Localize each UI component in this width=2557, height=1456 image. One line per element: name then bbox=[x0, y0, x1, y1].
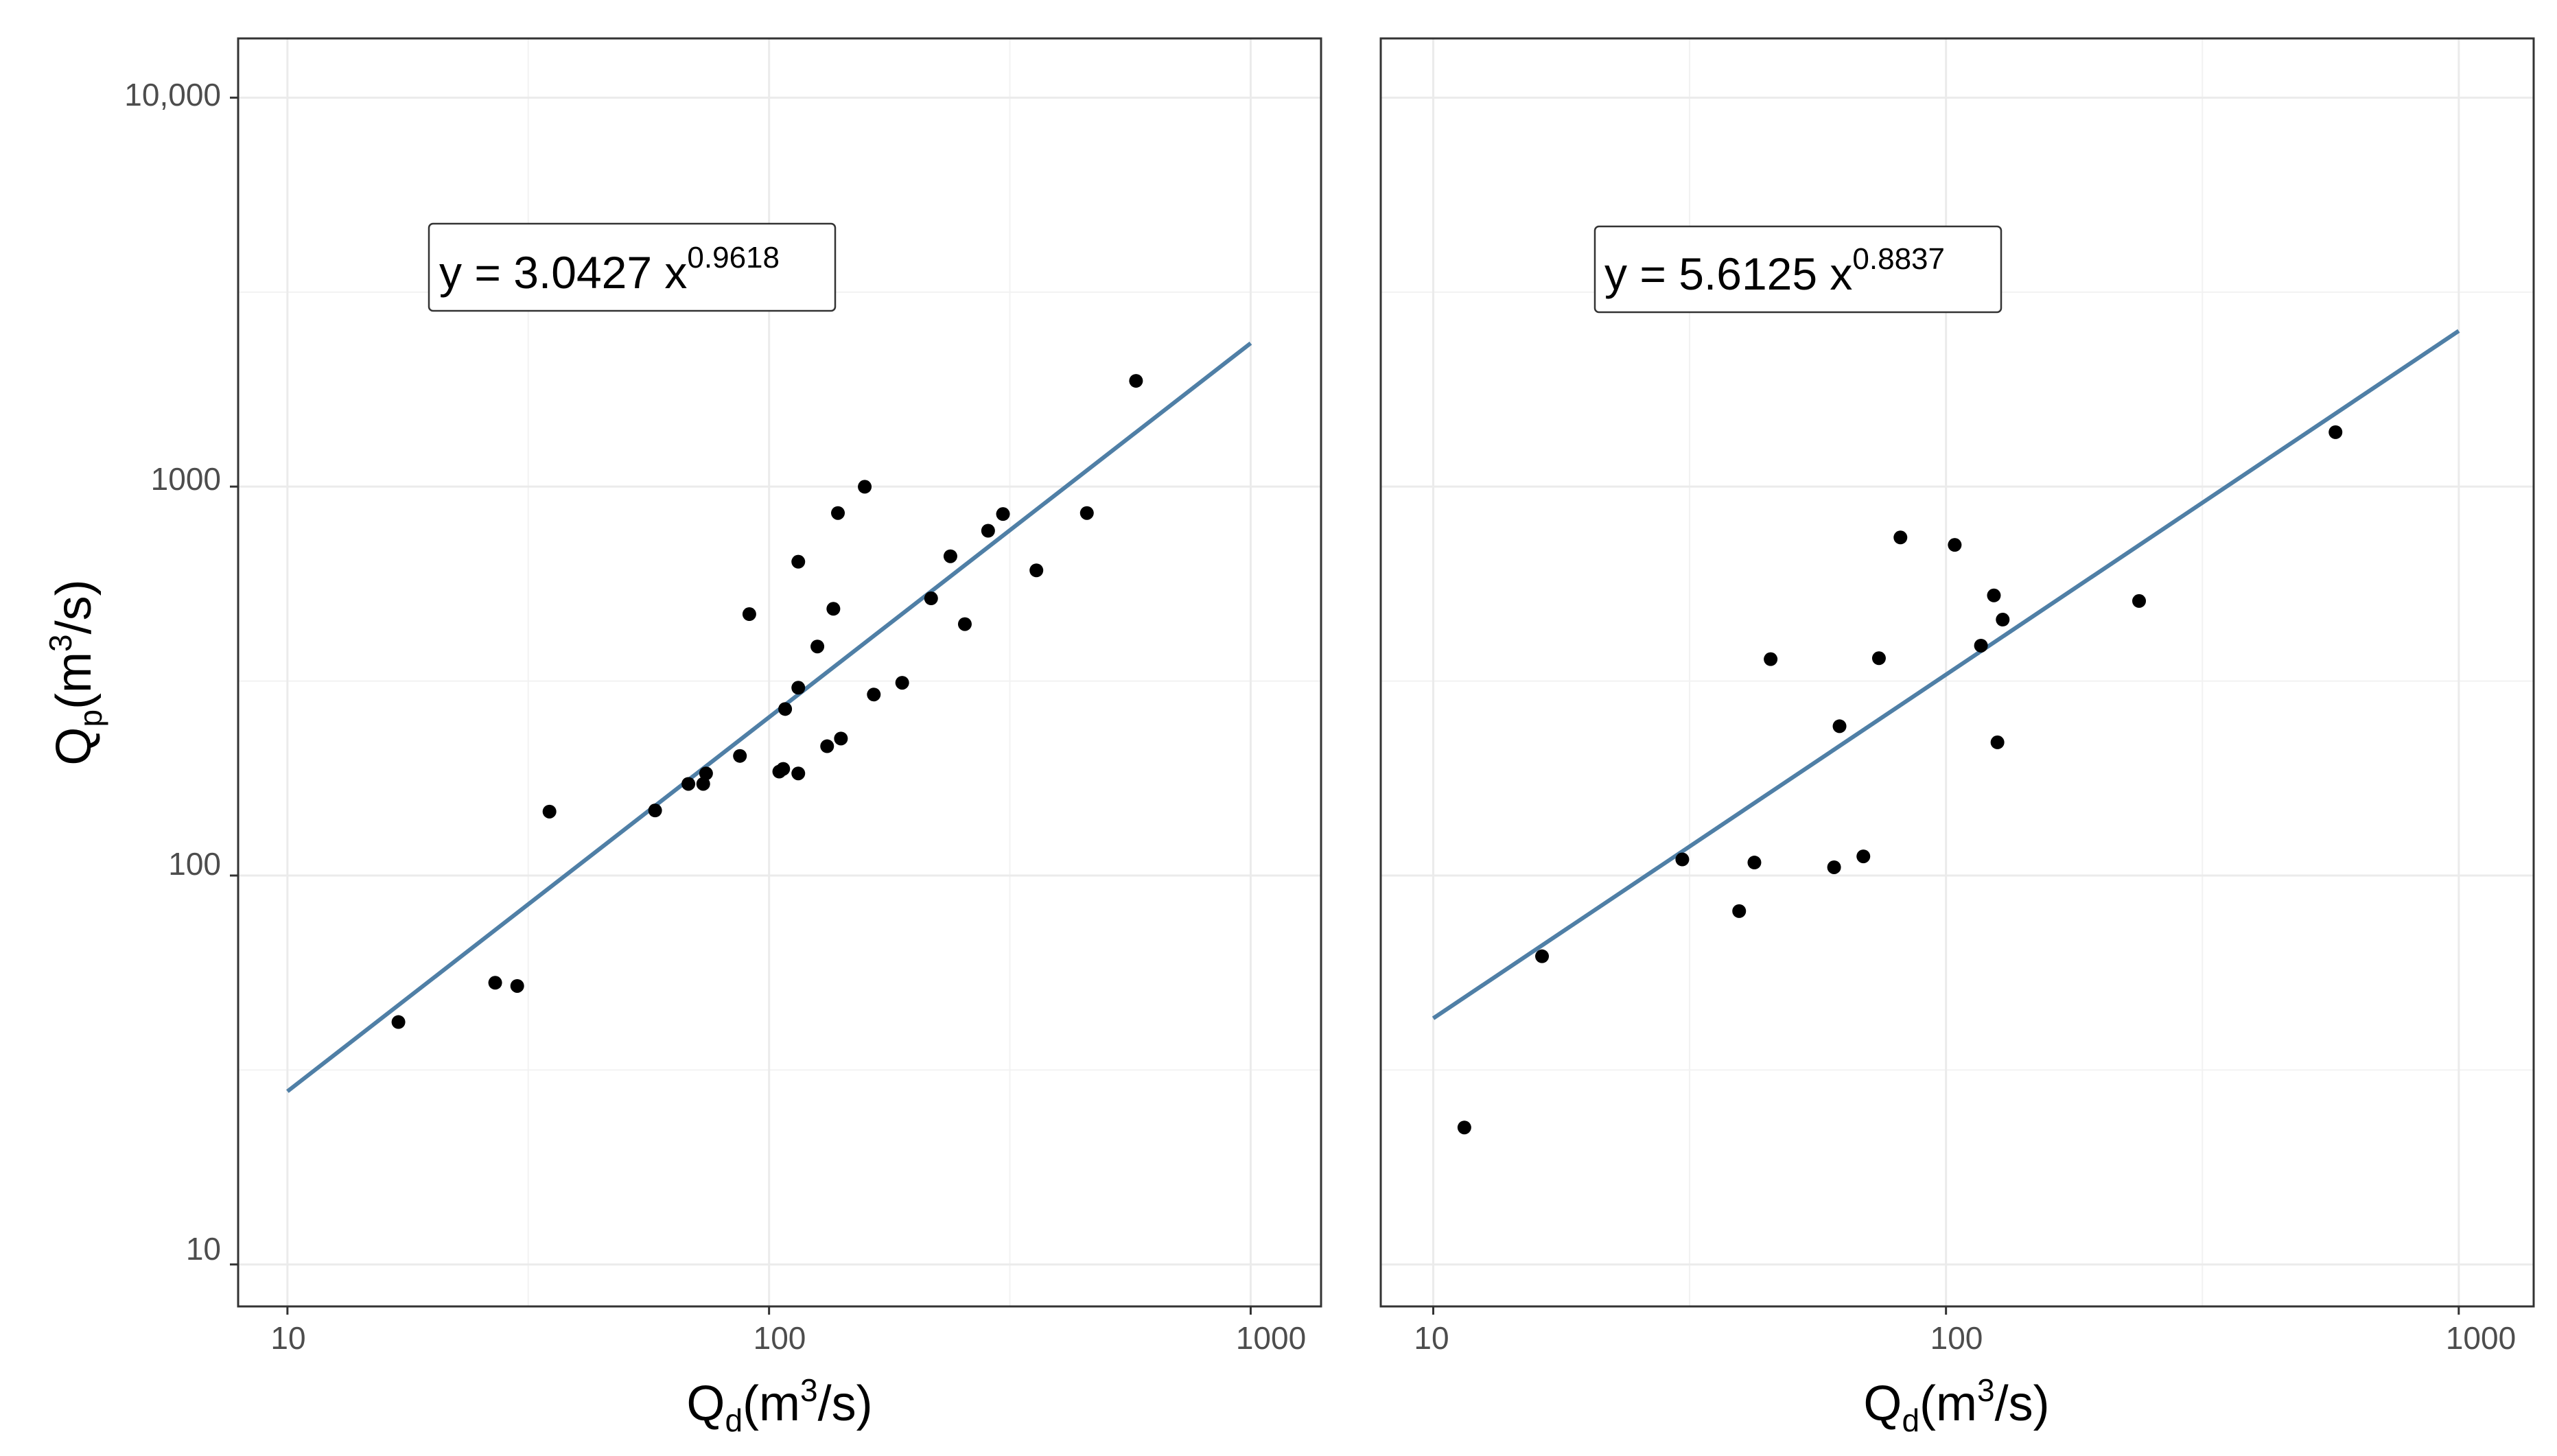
right-data-point-9 bbox=[1871, 651, 1886, 666]
left-data-point-18 bbox=[826, 602, 841, 616]
left-data-point-5 bbox=[681, 777, 696, 791]
left-data-point-7 bbox=[699, 766, 713, 781]
left-data-point-22 bbox=[867, 688, 881, 702]
left-y-tick-label-3: 10,000 bbox=[124, 77, 221, 113]
right-x-axis: 10 100 1000 bbox=[1414, 1306, 2516, 1356]
left-data-point-3 bbox=[542, 804, 557, 819]
left-x-tick-label-2: 1000 bbox=[1236, 1320, 1306, 1356]
right-x-tick-label-1: 100 bbox=[1930, 1320, 1983, 1356]
left-data-point-26 bbox=[957, 617, 972, 631]
right-equation-label: y = 5.6125 x0.8837 bbox=[1593, 225, 2003, 314]
left-data-point-27 bbox=[981, 524, 995, 538]
right-data-point-8 bbox=[1856, 849, 1871, 864]
left-data-point-23 bbox=[895, 676, 909, 690]
right-data-point-0 bbox=[1457, 1120, 1471, 1135]
right-data-point-15 bbox=[1996, 613, 2010, 627]
left-data-point-11 bbox=[776, 762, 791, 776]
right-data-point-14 bbox=[1990, 735, 2005, 749]
right-data-point-5 bbox=[1764, 652, 1778, 666]
right-data-point-12 bbox=[1974, 638, 1988, 653]
left-data-point-25 bbox=[943, 549, 957, 563]
left-y-axis: 10 100 1000 10,000 bbox=[124, 77, 238, 1267]
right-data-point-11 bbox=[1948, 538, 1962, 552]
right-x-tick-label-2: 1000 bbox=[2446, 1320, 2516, 1356]
right-data-point-6 bbox=[1827, 860, 1841, 874]
right-data-point-16 bbox=[2132, 594, 2147, 608]
left-data-point-6 bbox=[696, 777, 710, 791]
left-data-point-15 bbox=[791, 554, 806, 569]
left-panel: 10 100 1000 10 100 1000 10,000 Qd(m3/s) … bbox=[43, 37, 1322, 1438]
left-data-point-24 bbox=[924, 591, 938, 606]
left-x-axis-title: Qd(m3/s) bbox=[686, 1372, 872, 1438]
right-data-point-1 bbox=[1535, 949, 1550, 963]
left-equation-label: y = 3.0427 x0.9618 bbox=[428, 222, 837, 312]
right-points bbox=[1457, 425, 2343, 1135]
left-data-point-9 bbox=[742, 607, 756, 622]
svg-text:y = 5.6125 x0.8837: y = 5.6125 x0.8837 bbox=[1604, 242, 1945, 299]
right-data-point-13 bbox=[1987, 588, 2001, 602]
left-data-point-13 bbox=[791, 766, 806, 781]
left-x-tick-label-1: 100 bbox=[754, 1320, 806, 1356]
left-data-point-16 bbox=[810, 639, 825, 654]
left-data-point-28 bbox=[996, 507, 1010, 521]
right-fit-line bbox=[1432, 329, 2460, 1020]
y-axis-title: Qp(m3/s) bbox=[43, 579, 108, 765]
right-data-point-10 bbox=[1893, 530, 1908, 545]
right-data-point-17 bbox=[2328, 425, 2343, 439]
right-data-point-3 bbox=[1732, 904, 1747, 918]
left-data-point-2 bbox=[510, 978, 524, 993]
left-data-point-0 bbox=[391, 1015, 406, 1029]
left-data-point-30 bbox=[1079, 506, 1094, 520]
left-data-point-14 bbox=[791, 681, 806, 695]
left-plot-border bbox=[237, 37, 1322, 1308]
left-x-tick-label-0: 10 bbox=[270, 1320, 305, 1356]
left-fit-line bbox=[286, 341, 1252, 1093]
left-data-point-21 bbox=[858, 480, 872, 494]
svg-text:y = 3.0427 x0.9618: y = 3.0427 x0.9618 bbox=[439, 241, 780, 298]
left-data-point-19 bbox=[831, 506, 845, 520]
left-x-axis: 10 100 1000 bbox=[270, 1306, 1306, 1356]
left-y-tick-label-1: 100 bbox=[168, 846, 221, 882]
left-y-tick-label-2: 1000 bbox=[151, 461, 221, 497]
left-data-point-1 bbox=[488, 976, 502, 990]
right-data-point-4 bbox=[1747, 856, 1762, 870]
right-x-axis-title: Qd(m3/s) bbox=[1863, 1372, 2049, 1438]
right-plot-border bbox=[1379, 37, 2535, 1308]
right-x-tick-label-0: 10 bbox=[1414, 1320, 1449, 1356]
right-data-point-7 bbox=[1832, 719, 1847, 733]
left-data-point-17 bbox=[820, 739, 834, 753]
right-panel: 10 100 1000 Qd(m3/s) y = 5.6125 x0.8837 bbox=[1379, 37, 2535, 1438]
left-points bbox=[391, 374, 1143, 1029]
left-data-point-4 bbox=[648, 803, 662, 818]
left-data-point-29 bbox=[1029, 563, 1044, 578]
left-data-point-31 bbox=[1129, 374, 1143, 388]
left-data-point-8 bbox=[733, 749, 747, 763]
left-y-tick-label-0: 10 bbox=[186, 1231, 221, 1267]
right-data-point-2 bbox=[1675, 852, 1690, 867]
left-data-point-12 bbox=[778, 702, 793, 716]
left-data-point-20 bbox=[834, 731, 848, 746]
